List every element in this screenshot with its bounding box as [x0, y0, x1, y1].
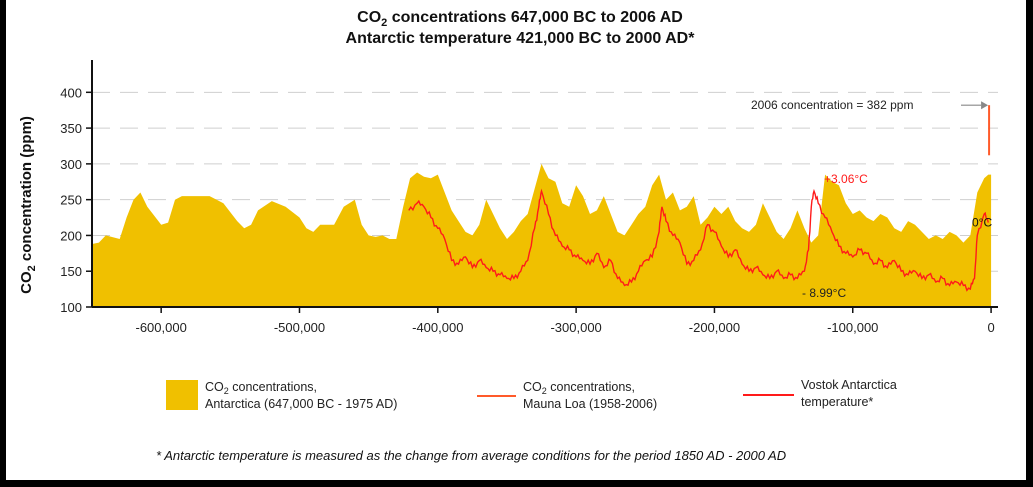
legend-label-antarctica-line1: CO2 concentrations,: [205, 380, 317, 396]
series-area-antarctica-co2: [92, 163, 992, 307]
y-tick-label: 250: [60, 193, 82, 208]
legend-label-vostok-line2: temperature*: [801, 395, 873, 409]
series-line-vostok-temperature: [408, 188, 989, 292]
y-tick-label: 350: [60, 121, 82, 136]
annotation-arrow: [961, 101, 989, 110]
annotation-zero-temperature: 0°C: [972, 216, 992, 230]
legend-label-antarctica-line2: Antarctica (647,000 BC - 1975 AD): [205, 397, 397, 411]
x-tick-label: 0: [987, 320, 994, 335]
y-axis-ticks: 100 150 200 250 300 350 400: [60, 85, 92, 315]
y-tick-label: 200: [60, 228, 82, 243]
legend-label-vostok-line1: Vostok Antarctica: [801, 378, 897, 392]
y-tick-label: 300: [60, 157, 82, 172]
x-tick-label: -400,000: [412, 320, 463, 335]
x-tick-label: -600,000: [135, 320, 186, 335]
x-axis-ticks: -600,000 -500,000 -400,000 -300,000 -200,000…: [135, 307, 995, 335]
annotation-2006-concentration: 2006 concentration = 382 ppm: [751, 98, 913, 112]
y-tick-label: 100: [60, 300, 82, 315]
y-axis-label: CO2 concentration (ppm): [18, 116, 38, 294]
chart-title-line1: CO2 concentrations 647,000 BC to 2006 AD: [357, 9, 683, 29]
y-tick-label: 150: [60, 264, 82, 279]
legend: CO2 concentrations, Antarctica (647,000 …: [166, 378, 897, 411]
x-tick-label: -300,000: [550, 320, 601, 335]
x-tick-label: -100,000: [827, 320, 878, 335]
legend-swatch-antarctica: [166, 380, 198, 410]
chart-frame: CO2 concentrations 647,000 BC to 2006 AD…: [6, 0, 1026, 480]
legend-label-mauna-loa-line1: CO2 concentrations,: [523, 380, 635, 396]
y-tick-label: 400: [60, 85, 82, 100]
footnote: * Antarctic temperature is measured as t…: [156, 448, 786, 463]
co2-temperature-chart: CO2 concentrations 647,000 BC to 2006 AD…: [18, 9, 998, 463]
x-tick-label: -500,000: [274, 320, 325, 335]
annotation-min-temperature: - 8.99°C: [802, 286, 846, 300]
x-tick-label: -200,000: [689, 320, 740, 335]
legend-label-mauna-loa-line2: Mauna Loa (1958-2006): [523, 397, 657, 411]
annotation-max-temperature: +3.06°C: [824, 172, 868, 186]
chart-title-line2: Antarctic temperature 421,000 BC to 2000…: [346, 30, 696, 47]
